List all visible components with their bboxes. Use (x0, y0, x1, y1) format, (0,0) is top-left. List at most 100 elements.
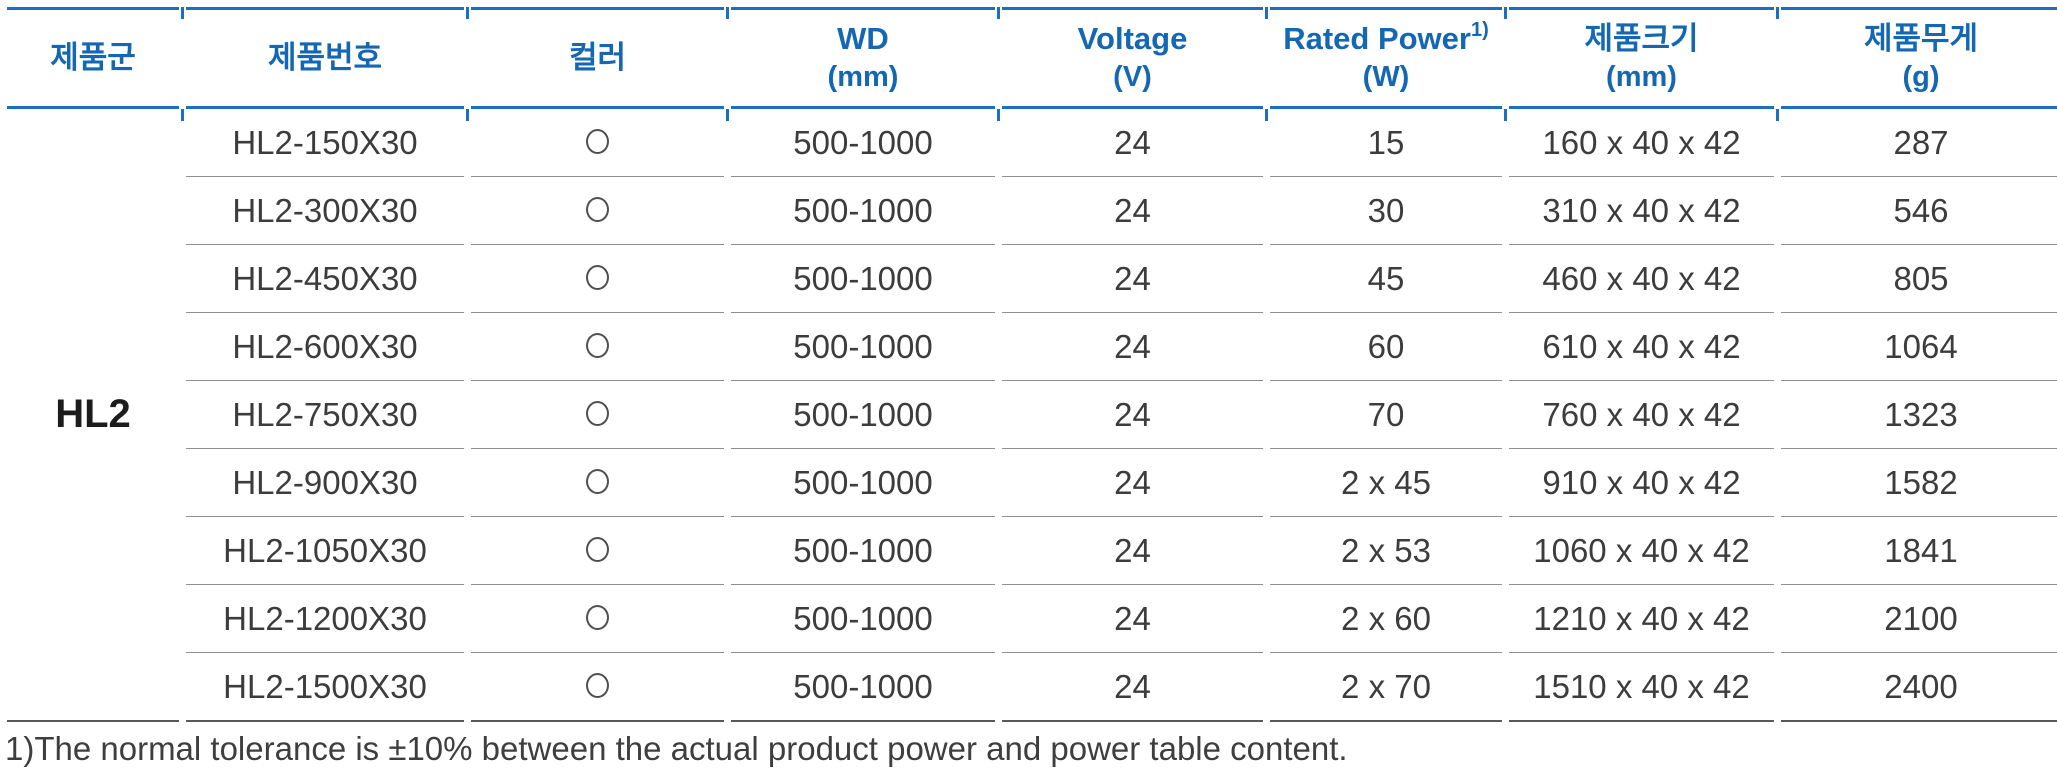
color-cell (471, 381, 724, 449)
wd-cell: 500-1000 (731, 653, 995, 722)
voltage-cell: 24 (1002, 585, 1263, 653)
weight-cell: 1582 (1781, 449, 2057, 517)
wd-cell: 500-1000 (731, 245, 995, 313)
circle-outline-icon (586, 332, 609, 358)
table-row: HL2-450X30 500-1000 24 45 460 x 40 x 42 805 (7, 245, 2057, 313)
model-cell: HL2-600X30 (186, 313, 464, 381)
table-row: HL2-1500X30 500-1000 24 2 x 70 1510 x 40 x 4… (7, 653, 2057, 722)
voltage-cell: 24 (1002, 517, 1263, 585)
wd-cell: 500-1000 (731, 177, 995, 245)
circle-outline-icon (586, 468, 609, 494)
voltage-cell: 24 (1002, 449, 1263, 517)
table-row: HL2-900X30 500-1000 24 2 x 45 910 x 40 x 42 1… (7, 449, 2057, 517)
model-cell: HL2-900X30 (186, 449, 464, 517)
wd-cell: 500-1000 (731, 585, 995, 653)
rated-power-cell: 2 x 70 (1270, 653, 1502, 722)
rated-power-cell: 30 (1270, 177, 1502, 245)
circle-outline-icon (586, 196, 609, 222)
table-row: HL2 HL2-150X30 500-1000 24 15 160 x 40 x 42 28… (7, 109, 2057, 722)
color-cell (471, 109, 724, 177)
rated-power-cell: 2 x 60 (1270, 585, 1502, 653)
weight-cell: 1064 (1781, 313, 2057, 381)
size-cell: 1060 x 40 x 42 (1509, 517, 1774, 585)
col-header-unit: (g) (1902, 61, 1940, 93)
col-header-label: 제품무게 (1863, 21, 1979, 56)
model-cell: HL2-150X30 (186, 109, 464, 177)
size-cell: 910 x 40 x 42 (1509, 449, 1774, 517)
circle-outline-icon (586, 672, 609, 698)
circle-outline-icon (586, 536, 609, 562)
size-cell: 610 x 40 x 42 (1509, 313, 1774, 381)
circle-outline-icon (586, 604, 609, 630)
wd-cell: 500-1000 (731, 449, 995, 517)
col-header-unit: (mm) (1606, 61, 1677, 93)
model-cell: HL2-1200X30 (186, 585, 464, 653)
size-cell: 1210 x 40 x 42 (1509, 585, 1774, 653)
voltage-cell: 24 (1002, 381, 1263, 449)
rated-power-cell: 60 (1270, 313, 1502, 381)
size-cell: 1510 x 40 x 42 (1509, 653, 1774, 722)
col-header-wd: WD (mm) (726, 7, 995, 121)
col-header-product-size: 제품크기 (mm) (1504, 7, 1774, 121)
footnote: 1)The normal tolerance is ±10% between t… (5, 730, 1348, 767)
voltage-cell: 24 (1002, 313, 1263, 381)
circle-outline-icon (586, 128, 609, 154)
weight-cell: 1323 (1781, 381, 2057, 449)
model-cell: HL2-1050X30 (186, 517, 464, 585)
weight-cell: 1841 (1781, 517, 2057, 585)
col-header-color: 컬러 (466, 7, 724, 121)
model-cell: HL2-450X30 (186, 245, 464, 313)
voltage-cell: 24 (1002, 245, 1263, 313)
col-header-unit: (W) (1362, 61, 1410, 93)
size-cell: 160 x 40 x 42 (1509, 109, 1774, 177)
circle-outline-icon (586, 264, 609, 290)
rated-power-cell: 15 (1270, 109, 1502, 177)
col-header-label: 제품군 (50, 40, 136, 75)
rated-power-cell: 2 x 45 (1270, 449, 1502, 517)
header-row: 제품군 제품번호 컬러 WD (mm) Voltage (V) Rated Po (7, 7, 2057, 121)
wd-cell: 500-1000 (731, 313, 995, 381)
table-row: HL2-300X30 500-1000 24 30 310 x 40 x 42 546 (7, 177, 2057, 245)
color-cell (471, 653, 724, 722)
weight-cell: 287 (1781, 109, 2057, 177)
product-group-cell: HL2 (7, 109, 179, 722)
wd-cell: 500-1000 (731, 381, 995, 449)
col-header-unit: (mm) (827, 61, 899, 93)
col-header-label: 컬러 (568, 40, 627, 75)
color-cell (471, 245, 724, 313)
col-header-voltage: Voltage (V) (997, 7, 1263, 121)
color-cell (471, 517, 724, 585)
col-header-label: WD (837, 21, 889, 56)
model-cell: HL2-750X30 (186, 381, 464, 449)
rated-power-cell: 45 (1270, 245, 1502, 313)
weight-cell: 2100 (1781, 585, 2057, 653)
wd-cell: 500-1000 (731, 517, 995, 585)
col-header-unit: (V) (1113, 61, 1152, 93)
weight-cell: 805 (1781, 245, 2057, 313)
table-row: HL2-1050X30 500-1000 24 2 x 53 1060 x 40 x 4… (7, 517, 2057, 585)
product-spec-table: 제품군 제품번호 컬러 WD (mm) Voltage (V) Rated Po (0, 7, 2057, 722)
model-cell: HL2-1500X30 (186, 653, 464, 722)
model-cell: HL2-300X30 (186, 177, 464, 245)
col-header-rated-power: Rated Power1) (W) (1265, 7, 1502, 121)
col-header-label: Voltage (1077, 21, 1188, 56)
color-cell (471, 449, 724, 517)
rated-power-cell: 70 (1270, 381, 1502, 449)
rated-power-cell: 2 x 53 (1270, 517, 1502, 585)
weight-cell: 2400 (1781, 653, 2057, 722)
color-cell (471, 313, 724, 381)
col-header-product-weight: 제품무게 (g) (1776, 7, 2057, 121)
table-row: HL2-1200X30 500-1000 24 2 x 60 1210 x 40 x 4… (7, 585, 2057, 653)
footnote-marker: 1) (1470, 18, 1489, 41)
size-cell: 310 x 40 x 42 (1509, 177, 1774, 245)
col-header-product-group: 제품군 (7, 7, 179, 109)
voltage-cell: 24 (1002, 109, 1263, 177)
size-cell: 460 x 40 x 42 (1509, 245, 1774, 313)
voltage-cell: 24 (1002, 653, 1263, 722)
table-row: HL2-750X30 500-1000 24 70 760 x 40 x 42 1323 (7, 381, 2057, 449)
table-row: HL2-600X30 500-1000 24 60 610 x 40 x 42 1064 (7, 313, 2057, 381)
color-cell (471, 177, 724, 245)
wd-cell: 500-1000 (731, 109, 995, 177)
color-cell (471, 585, 724, 653)
